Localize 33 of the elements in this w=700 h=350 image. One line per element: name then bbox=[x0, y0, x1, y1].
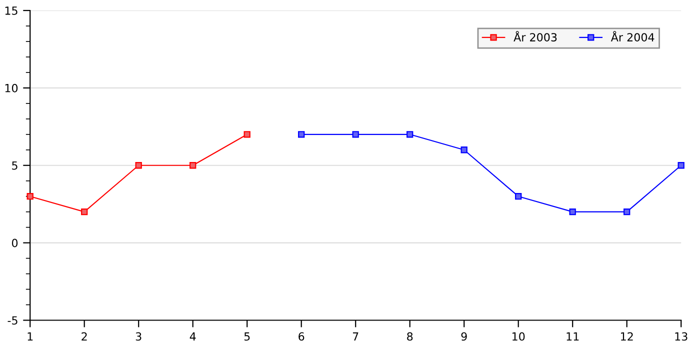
y-tick-label: 0 bbox=[12, 238, 18, 248]
legend-label: År 2003 bbox=[514, 31, 557, 42]
x-tick-label: 10 bbox=[512, 332, 525, 341]
point bbox=[135, 162, 142, 169]
y-tick-label: -5 bbox=[8, 316, 18, 325]
point bbox=[244, 131, 250, 138]
x-tick-label: 12 bbox=[621, 332, 633, 340]
point bbox=[352, 131, 359, 138]
y-tick-label: 15 bbox=[5, 6, 18, 15]
x-tick-label: 3 bbox=[136, 332, 142, 341]
x-tick-label: 1 bbox=[28, 332, 33, 340]
point bbox=[81, 208, 88, 216]
legend-label: År 2004 bbox=[610, 31, 654, 42]
x-tick-label: 7 bbox=[352, 332, 358, 340]
x-tick-label: 6 bbox=[298, 332, 304, 341]
point bbox=[298, 131, 305, 138]
point bbox=[460, 146, 468, 154]
point bbox=[190, 162, 196, 169]
x-tick-label: 11 bbox=[566, 332, 579, 340]
x-tick-label: 8 bbox=[407, 332, 413, 341]
point bbox=[569, 208, 576, 216]
x-tick-label: 9 bbox=[461, 332, 467, 341]
point bbox=[678, 162, 684, 169]
point bbox=[515, 193, 522, 200]
point bbox=[624, 208, 630, 216]
point bbox=[26, 193, 34, 200]
x-tick-label: 5 bbox=[244, 332, 250, 341]
x-tick-label: 13 bbox=[675, 332, 688, 341]
y-tick-label: 5 bbox=[12, 161, 18, 170]
point bbox=[406, 131, 414, 138]
x-tick-label: 2 bbox=[82, 332, 87, 340]
y-tick-label: 10 bbox=[5, 84, 18, 92]
x-tick-label: 4 bbox=[190, 332, 196, 340]
